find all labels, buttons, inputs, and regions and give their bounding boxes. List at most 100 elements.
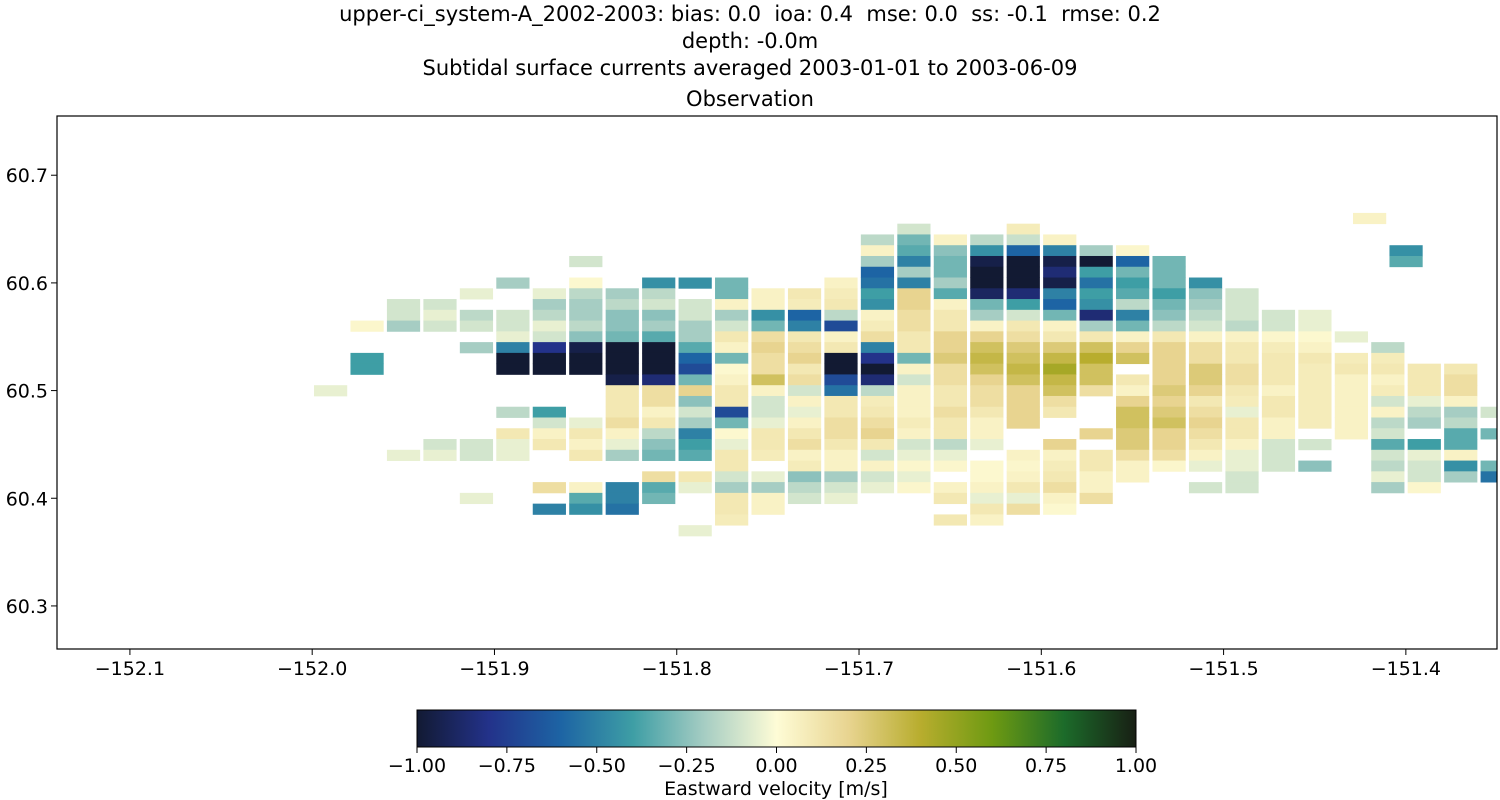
heatmap-cell	[1152, 277, 1186, 289]
heatmap-cell	[1225, 471, 1259, 483]
heatmap-cell	[787, 331, 822, 343]
heatmap-cell	[751, 471, 785, 483]
heatmap-cell	[642, 352, 676, 365]
heatmap-cell	[715, 288, 749, 300]
heatmap-cell	[860, 234, 895, 246]
heatmap-cell	[1006, 482, 1040, 494]
heatmap-cell	[897, 245, 931, 257]
heatmap-cell	[897, 363, 931, 375]
heatmap-cell	[787, 342, 822, 354]
heatmap-cell	[860, 460, 895, 472]
heatmap-cell	[605, 385, 639, 397]
heatmap-cell	[860, 266, 895, 278]
heatmap-cell	[1298, 406, 1332, 418]
heatmap-cell	[751, 374, 785, 386]
heatmap-cell	[642, 395, 676, 408]
heatmap-cell	[970, 374, 1004, 386]
heatmap-cell	[1152, 449, 1186, 461]
heatmap-cell	[715, 277, 749, 289]
heatmap-cell	[1389, 245, 1423, 257]
heatmap-cells	[314, 212, 1497, 537]
heatmap-cell	[1079, 482, 1113, 494]
heatmap-cell	[678, 320, 712, 332]
heatmap-cell	[1116, 417, 1150, 429]
heatmap-cell	[1444, 417, 1478, 429]
heatmap-cell	[824, 374, 858, 386]
heatmap-cell	[569, 503, 603, 515]
heatmap-cell	[860, 428, 895, 440]
heatmap-cell	[715, 320, 749, 332]
heatmap-cell	[933, 245, 967, 257]
heatmap-cell	[1043, 460, 1077, 472]
heatmap-cell	[678, 299, 712, 311]
heatmap-cell	[1407, 374, 1441, 386]
heatmap-cell	[605, 439, 639, 451]
heatmap-cell	[1371, 342, 1405, 354]
heatmap-cell	[897, 395, 931, 408]
heatmap-cell	[970, 460, 1004, 472]
heatmap-cell	[1152, 385, 1186, 397]
heatmap-cell	[1407, 363, 1441, 375]
heatmap-cell	[1079, 385, 1113, 397]
heatmap-cell	[459, 309, 494, 321]
heatmap-cell	[787, 460, 822, 472]
heatmap-cell	[532, 299, 566, 311]
heatmap-cell	[1225, 320, 1259, 332]
heatmap-cell	[787, 363, 822, 375]
heatmap-cell	[1152, 266, 1186, 278]
colorbar-tick-label: 0.50	[935, 755, 977, 777]
heatmap-cell	[933, 331, 967, 343]
heatmap-cell	[1116, 255, 1150, 268]
heatmap-cell	[1444, 460, 1478, 472]
heatmap-cell	[751, 439, 785, 451]
heatmap-cell	[933, 428, 967, 440]
heatmap-cell	[1225, 342, 1259, 354]
heatmap-cell	[970, 417, 1004, 429]
heatmap-cell	[386, 320, 421, 332]
heatmap-cell	[751, 342, 785, 354]
heatmap-cell	[532, 320, 566, 332]
heatmap-cell	[1225, 288, 1259, 300]
heatmap-cell	[897, 234, 931, 246]
heatmap-cell	[642, 363, 676, 375]
heatmap-cell	[1006, 320, 1040, 332]
heatmap-cell	[423, 439, 457, 451]
heatmap-cell	[459, 320, 494, 332]
heatmap-cell	[605, 331, 639, 343]
heatmap-cell	[751, 406, 785, 418]
heatmap-cell	[715, 514, 749, 526]
heatmap-cell	[569, 449, 603, 461]
heatmap-cell	[1079, 449, 1113, 461]
heatmap-cell	[532, 503, 566, 515]
heatmap-cell	[1480, 406, 1497, 418]
heatmap-cell	[1298, 460, 1332, 472]
heatmap-cell	[1444, 374, 1478, 386]
heatmap-cell	[1152, 395, 1186, 408]
heatmap-cell	[1152, 342, 1186, 354]
heatmap-cell	[1152, 417, 1186, 429]
heatmap-cell	[897, 309, 931, 321]
heatmap-cell	[1444, 406, 1478, 418]
heatmap-cell	[824, 320, 858, 332]
heatmap-cell	[897, 417, 931, 429]
heatmap-cell	[1225, 428, 1259, 440]
heatmap-cell	[496, 342, 530, 354]
heatmap-cell	[970, 492, 1004, 505]
x-tick-label: −152.1	[95, 658, 165, 680]
heatmap-cell	[751, 352, 785, 365]
heatmap-cell	[787, 406, 822, 418]
heatmap-cell	[787, 449, 822, 461]
heatmap-cell	[386, 299, 421, 311]
heatmap-cell	[824, 331, 858, 343]
heatmap-cell	[1006, 266, 1040, 278]
heatmap-cell	[1261, 385, 1296, 397]
heatmap-cell	[787, 309, 822, 321]
heatmap-cell	[1371, 482, 1405, 494]
heatmap-cell	[897, 482, 931, 494]
heatmap-cell	[1116, 471, 1150, 483]
heatmap-cell	[1444, 395, 1478, 408]
heatmap-cell	[1006, 492, 1040, 505]
heatmap-cell	[970, 352, 1004, 365]
heatmap-cell	[1261, 374, 1296, 386]
heatmap-cell	[1188, 395, 1223, 408]
